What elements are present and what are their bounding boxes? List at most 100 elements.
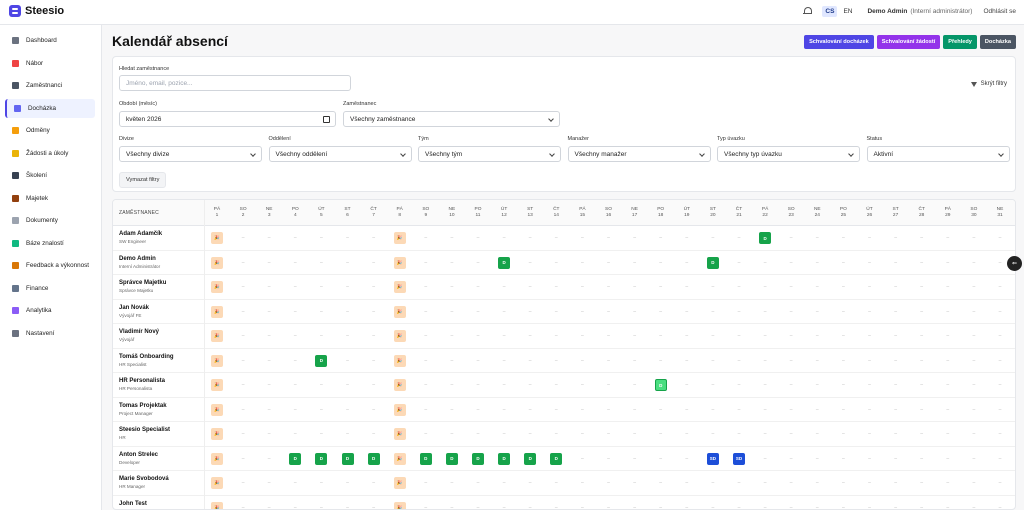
- employee-name[interactable]: Tomáš Onboarding: [119, 353, 174, 360]
- employee-name[interactable]: Vladimír Nový: [119, 329, 160, 335]
- sidebar-item-6[interactable]: Školení: [5, 166, 95, 185]
- holiday-icon[interactable]: 🎉: [393, 477, 406, 489]
- absence-badge[interactable]: D: [315, 354, 328, 367]
- calendar-icon[interactable]: [323, 116, 330, 123]
- holiday-icon[interactable]: 🎉: [211, 330, 223, 342]
- holiday-icon[interactable]: 🎉: [211, 379, 223, 391]
- empty-cell: –: [424, 333, 428, 339]
- absence-badge[interactable]: SD: [706, 452, 719, 465]
- sidebar-item-11[interactable]: Finance: [5, 279, 95, 298]
- action-button-1[interactable]: Schvalování žádostí: [876, 35, 941, 49]
- holiday-icon[interactable]: 🎉: [393, 379, 406, 391]
- collapse-toggle-button[interactable]: ⇐: [1007, 256, 1022, 271]
- employee-position: CMEO: [119, 509, 133, 510]
- employee-name[interactable]: Demo Admin: [119, 255, 156, 262]
- absence-badge[interactable]: D: [498, 256, 511, 269]
- worktype-select[interactable]: Všechny typ úvazku: [717, 146, 860, 162]
- empty-cell: –: [789, 357, 793, 364]
- sidebar-item-4[interactable]: Odměny: [5, 121, 95, 140]
- action-button-0[interactable]: Schvalování docházek: [804, 35, 874, 49]
- department-select[interactable]: Všechny oddělení: [268, 146, 412, 162]
- holiday-icon[interactable]: 🎉: [393, 281, 406, 293]
- holiday-icon[interactable]: 🎉: [211, 256, 223, 269]
- absence-badge[interactable]: D: [445, 452, 458, 465]
- target-icon: [12, 59, 19, 67]
- absence-badge[interactable]: D: [289, 452, 302, 465]
- holiday-icon[interactable]: 🎉: [211, 501, 223, 509]
- holiday-icon[interactable]: 🎉: [211, 305, 223, 318]
- employee-name[interactable]: Správce Majetku: [119, 280, 167, 286]
- absence-badge[interactable]: D: [472, 452, 484, 465]
- employee-name[interactable]: Anton Strelec: [119, 451, 159, 458]
- employee-name[interactable]: Marie Svobodová: [119, 476, 169, 482]
- holiday-icon[interactable]: 🎉: [211, 403, 223, 416]
- search-input[interactable]: Jméno, email, pozice...: [119, 75, 351, 91]
- employee-position: Developer: [119, 459, 140, 465]
- empty-cell: –: [842, 235, 845, 241]
- holiday-icon[interactable]: 🎉: [393, 501, 406, 509]
- holiday-icon[interactable]: 🎉: [393, 428, 406, 440]
- holiday-icon[interactable]: 🎉: [211, 354, 223, 367]
- sidebar-item-9[interactable]: Báze znalostí: [5, 234, 95, 253]
- period-input[interactable]: květen 2026: [119, 111, 336, 127]
- action-button-2[interactable]: Přehledy: [943, 35, 977, 49]
- holiday-icon[interactable]: 🎉: [393, 305, 406, 318]
- bell-icon[interactable]: [803, 7, 813, 16]
- holiday-icon[interactable]: 🎉: [211, 452, 223, 465]
- employee-name[interactable]: Adam Adamčík: [119, 231, 163, 237]
- sidebar-item-13[interactable]: Nastavení: [5, 324, 95, 343]
- holiday-icon[interactable]: 🎉: [211, 428, 223, 440]
- holiday-icon[interactable]: 🎉: [393, 452, 406, 465]
- action-button-3[interactable]: Docházka: [979, 35, 1016, 49]
- sidebar-item-1[interactable]: Nábor: [5, 54, 95, 73]
- empty-cell: –: [241, 235, 245, 241]
- day-of-week: PO: [657, 207, 665, 212]
- user-name[interactable]: Demo Admin: [867, 8, 908, 15]
- empty-cell: –: [502, 382, 506, 388]
- lang-cs-button[interactable]: CS: [822, 6, 838, 17]
- holiday-icon[interactable]: 🎉: [393, 232, 406, 244]
- team-select[interactable]: Všechny tým: [418, 146, 561, 162]
- employee-name[interactable]: Tomas Projektak: [119, 402, 167, 409]
- empty-cell: –: [842, 284, 845, 290]
- absence-badge[interactable]: D: [654, 379, 667, 391]
- sidebar-item-2[interactable]: Zaměstnanci: [5, 76, 95, 95]
- sidebar-item-12[interactable]: Analytika: [5, 301, 95, 320]
- holiday-icon[interactable]: 🎉: [211, 232, 223, 244]
- sidebar-item-3[interactable]: Docházka: [5, 98, 95, 118]
- employee-select[interactable]: Všechny zaměstnance: [343, 111, 560, 127]
- absence-badge[interactable]: SD: [733, 452, 745, 465]
- absence-badge[interactable]: D: [524, 452, 537, 465]
- manager-select[interactable]: Všechny manažer: [567, 146, 711, 162]
- app-logo[interactable]: Steesio: [9, 5, 64, 17]
- sidebar-item-10[interactable]: Feedback a výkonnost: [5, 256, 95, 275]
- division-select[interactable]: Všechny divize: [119, 146, 262, 162]
- holiday-icon[interactable]: 🎉: [393, 330, 406, 342]
- lang-en-button[interactable]: EN: [843, 8, 853, 15]
- employee-name[interactable]: HR Personalista: [119, 378, 166, 384]
- employee-name[interactable]: Jan Novák: [119, 304, 150, 311]
- absence-badge[interactable]: D: [315, 452, 328, 465]
- absence-badge[interactable]: D: [498, 452, 511, 465]
- sidebar-item-0[interactable]: Dashboard: [5, 31, 95, 50]
- sidebar-item-5[interactable]: Žádosti a úkoly: [5, 144, 95, 163]
- reset-filters-button[interactable]: Vymazat filtry: [119, 172, 167, 188]
- hide-filters-button[interactable]: Skrýt filtry: [970, 81, 1007, 87]
- holiday-icon[interactable]: 🎉: [393, 354, 406, 367]
- absence-badge[interactable]: D: [367, 452, 380, 465]
- holiday-icon[interactable]: 🎉: [211, 477, 223, 489]
- sidebar-item-7[interactable]: Majetek: [5, 189, 95, 208]
- absence-badge[interactable]: D: [706, 256, 719, 269]
- employee-name[interactable]: John Test: [119, 500, 147, 507]
- absence-badge[interactable]: D: [550, 452, 563, 465]
- holiday-icon[interactable]: 🎉: [393, 256, 406, 269]
- status-select[interactable]: Aktivní: [866, 146, 1010, 162]
- holiday-icon[interactable]: 🎉: [393, 403, 406, 416]
- holiday-icon[interactable]: 🎉: [211, 281, 223, 293]
- sidebar-item-8[interactable]: Dokumenty: [5, 211, 95, 230]
- absence-badge[interactable]: D: [419, 452, 432, 465]
- logout-button[interactable]: Odhlásit se: [983, 8, 1016, 15]
- absence-badge[interactable]: D: [341, 452, 354, 465]
- employee-name[interactable]: Steesio Specialist: [119, 427, 171, 433]
- absence-badge[interactable]: D: [759, 232, 772, 244]
